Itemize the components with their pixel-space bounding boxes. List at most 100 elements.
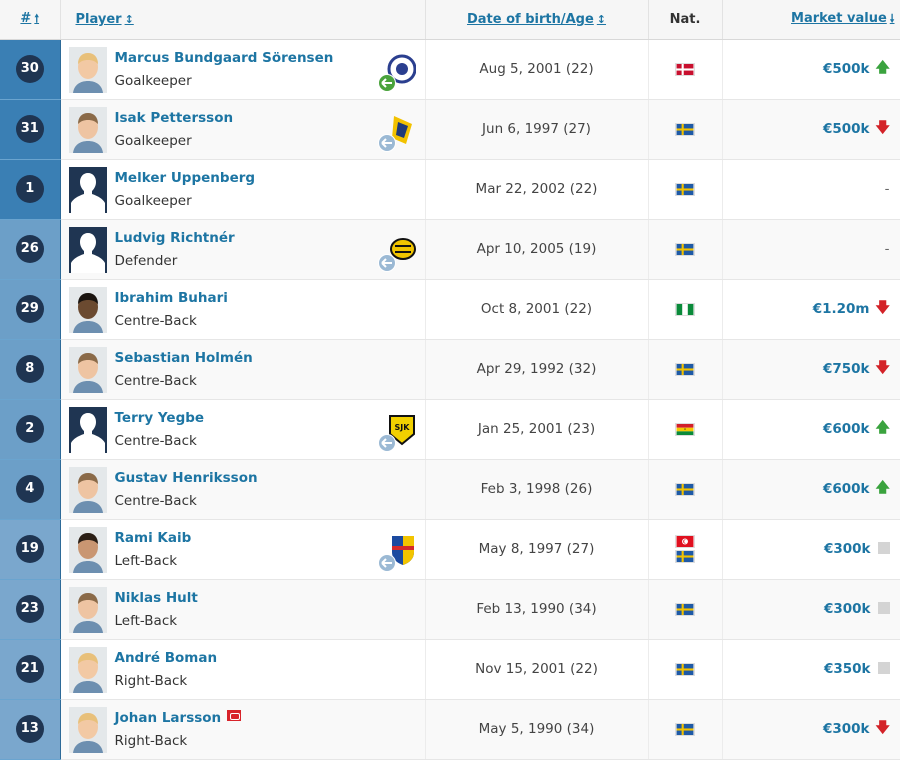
shirt-number-badge: 13: [15, 715, 44, 743]
player-photo[interactable]: [68, 286, 107, 333]
player-photo[interactable]: [68, 46, 107, 93]
shirt-number-badge: 26: [15, 235, 44, 263]
value-up-arrow-icon: 🡅: [875, 420, 890, 436]
player-cell: Ibrahim Buhari Centre-Back: [60, 279, 426, 340]
player-photo[interactable]: [68, 706, 107, 753]
market-value-cell[interactable]: €1.20m 🡇: [722, 279, 900, 340]
flag-ghana-icon: [649, 422, 722, 436]
player-photo[interactable]: [68, 226, 107, 273]
market-value-text[interactable]: -: [884, 181, 890, 197]
player-cell: Rami Kaib Left-Back: [60, 519, 426, 580]
shirt-number-badge: 23: [15, 595, 44, 623]
market-value-text[interactable]: €300k: [822, 721, 870, 737]
player-photo[interactable]: [68, 166, 107, 213]
market-value-text[interactable]: €300k: [823, 541, 871, 557]
player-photo[interactable]: [68, 406, 107, 453]
market-value-text[interactable]: €600k: [822, 421, 870, 437]
header-number[interactable]: # 🠕: [0, 0, 61, 40]
player-cell: Johan Larsson Right-Back: [60, 699, 426, 760]
player-photo[interactable]: [68, 466, 107, 513]
nationality-cell: [648, 639, 723, 700]
market-value-text[interactable]: €350k: [823, 661, 871, 677]
player-name-link[interactable]: Rami Kaib: [114, 529, 192, 546]
player-photo[interactable]: [68, 646, 107, 693]
market-value-cell[interactable]: -: [722, 159, 900, 220]
market-value-cell[interactable]: €600k 🡅: [722, 399, 900, 460]
dob-age-cell: Jun 6, 1997 (27): [425, 99, 649, 160]
value-down-arrow-icon: 🡇: [875, 300, 890, 316]
sort-player-link[interactable]: Player ↕: [75, 11, 134, 27]
dob-age-cell: Feb 13, 1990 (34): [425, 579, 649, 640]
market-value-text[interactable]: -: [884, 241, 890, 257]
table-row: 21 André Boman Right-Back Nov 15, 2001 (22)…: [0, 639, 900, 700]
shirt-number-badge: 4: [15, 475, 44, 503]
player-name-link[interactable]: Terry Yegbe: [114, 409, 205, 426]
club-logo-icon[interactable]: [377, 234, 416, 272]
market-value-text[interactable]: €1.20m: [812, 301, 870, 317]
market-value-cell[interactable]: €500k 🡇: [722, 99, 900, 160]
player-cell: André Boman Right-Back: [60, 639, 426, 700]
player-position: Goalkeeper: [114, 192, 192, 209]
player-name-link[interactable]: Ibrahim Buhari: [114, 289, 228, 306]
sort-number-link[interactable]: # 🠕: [20, 10, 40, 26]
market-value-text[interactable]: €500k: [822, 121, 870, 137]
player-name-link[interactable]: Ludvig Richtnér: [114, 229, 235, 246]
shirt-number-cell: 29: [0, 279, 61, 340]
player-name-link[interactable]: Gustav Henriksson: [114, 469, 258, 486]
market-value-text[interactable]: €300k: [823, 601, 871, 617]
player-photo[interactable]: [68, 346, 107, 393]
table-row: 23 Niklas Hult Left-Back Feb 13, 1990 (34) €…: [0, 579, 900, 640]
flag-sweden-icon: [649, 602, 722, 616]
market-value-text[interactable]: €750k: [822, 361, 870, 377]
club-logo-icon[interactable]: [377, 114, 416, 152]
player-photo[interactable]: [68, 526, 107, 573]
header-market-value[interactable]: Market value 🠗: [722, 0, 900, 40]
player-name-link[interactable]: Sebastian Holmén: [114, 349, 253, 366]
flag-sweden-icon: [649, 722, 722, 736]
nationality-cell: [648, 459, 723, 520]
nationality-cell: [648, 339, 723, 400]
market-value-cell[interactable]: -: [722, 219, 900, 280]
shirt-number-cell: 23: [0, 579, 61, 640]
market-value-cell[interactable]: €300k: [722, 519, 900, 580]
market-value-text[interactable]: €500k: [822, 61, 870, 77]
market-value-text[interactable]: €600k: [822, 481, 870, 497]
club-logo-icon[interactable]: SJK: [377, 414, 416, 452]
table-row: 30 Marcus Bundgaard Sörensen Goalkeeper Aug…: [0, 39, 900, 100]
table-row: 31 Isak Pettersson Goalkeeper Jun 6, 1997 (…: [0, 99, 900, 160]
sort-dob-link[interactable]: Date of birth/Age ↕: [466, 11, 607, 27]
dob-age-cell: May 8, 1997 (27): [425, 519, 649, 580]
player-cell: Sebastian Holmén Centre-Back: [60, 339, 426, 400]
header-nationality: Nat.: [648, 0, 723, 40]
market-value-cell[interactable]: €750k 🡇: [722, 339, 900, 400]
player-photo[interactable]: [68, 106, 107, 153]
player-cell: Isak Pettersson Goalkeeper: [60, 99, 426, 160]
shirt-number-badge: 2: [15, 415, 44, 443]
club-logo-icon[interactable]: [377, 54, 416, 92]
player-name-link[interactable]: Marcus Bundgaard Sörensen: [114, 49, 334, 66]
club-logo-icon[interactable]: [377, 534, 416, 572]
market-value-cell[interactable]: €350k: [722, 639, 900, 700]
player-name-link[interactable]: Isak Pettersson: [114, 109, 234, 126]
player-name-link[interactable]: Niklas Hult: [114, 589, 198, 606]
header-dob[interactable]: Date of birth/Age ↕: [425, 0, 649, 40]
value-unchanged-icon: [877, 602, 890, 614]
shirt-number-badge: 30: [15, 55, 44, 83]
player-photo[interactable]: [68, 586, 107, 633]
market-value-cell[interactable]: €600k 🡅: [722, 459, 900, 520]
flag-sweden-icon: [649, 482, 722, 496]
nationality-cell: [648, 279, 723, 340]
shirt-number-cell: 2: [0, 399, 61, 460]
value-unchanged-icon: [877, 542, 890, 554]
sort-market-value-link[interactable]: Market value 🠗: [791, 10, 895, 26]
flag-sweden-icon: [649, 362, 722, 376]
player-name-link[interactable]: Johan Larsson: [115, 709, 242, 726]
header-player[interactable]: Player ↕: [60, 0, 426, 40]
player-name-link[interactable]: André Boman: [114, 649, 218, 666]
market-value-cell[interactable]: €300k 🡇: [722, 699, 900, 760]
market-value-cell[interactable]: €300k: [722, 579, 900, 640]
dob-age-cell: Nov 15, 2001 (22): [425, 639, 649, 700]
market-value-cell[interactable]: €500k 🡅: [722, 39, 900, 100]
player-name-link[interactable]: Melker Uppenberg: [114, 169, 256, 186]
flag-nigeria-icon: [649, 302, 722, 316]
